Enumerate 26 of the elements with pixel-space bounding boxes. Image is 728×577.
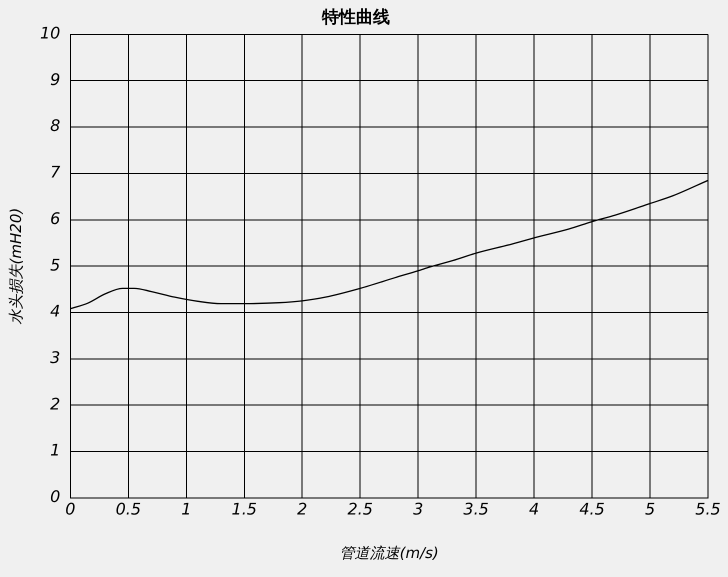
x-tick-label: 1: [181, 500, 192, 519]
y-tick-label: 8: [50, 116, 60, 136]
x-tick-label: 3.5: [463, 500, 489, 519]
y-tick-label: 0: [50, 486, 60, 506]
x-tick-label: 5: [644, 500, 656, 519]
x-tick-label: 2: [297, 500, 308, 519]
y-tick-label: 1: [50, 440, 60, 460]
x-tick-label: 4.5: [579, 500, 605, 519]
y-tick-label: 10: [40, 24, 60, 43]
y-tick-label: 9: [50, 70, 60, 89]
y-tick-label: 3: [50, 348, 60, 367]
y-tick-label: 2: [50, 394, 60, 414]
y-tick-label: 7: [50, 162, 62, 182]
x-tick-label: 0.5: [116, 500, 142, 519]
x-tick-label: 1.5: [232, 500, 257, 519]
x-tick-label: 5.5: [695, 500, 721, 519]
x-tick-label: 3: [413, 500, 424, 519]
x-axis-title: 管道流速(m/s): [340, 544, 439, 562]
x-tick-label: 2.5: [347, 500, 373, 519]
chart-title: 特性曲线: [321, 8, 390, 28]
y-axis-title: 水头损失(mH20): [6, 208, 25, 324]
x-tick-label: 0: [65, 500, 76, 519]
y-tick-label: 6: [50, 208, 60, 228]
y-tick-label: 4: [50, 302, 60, 321]
x-tick-label: 4: [529, 500, 540, 519]
y-tick-label: 5: [50, 255, 60, 274]
